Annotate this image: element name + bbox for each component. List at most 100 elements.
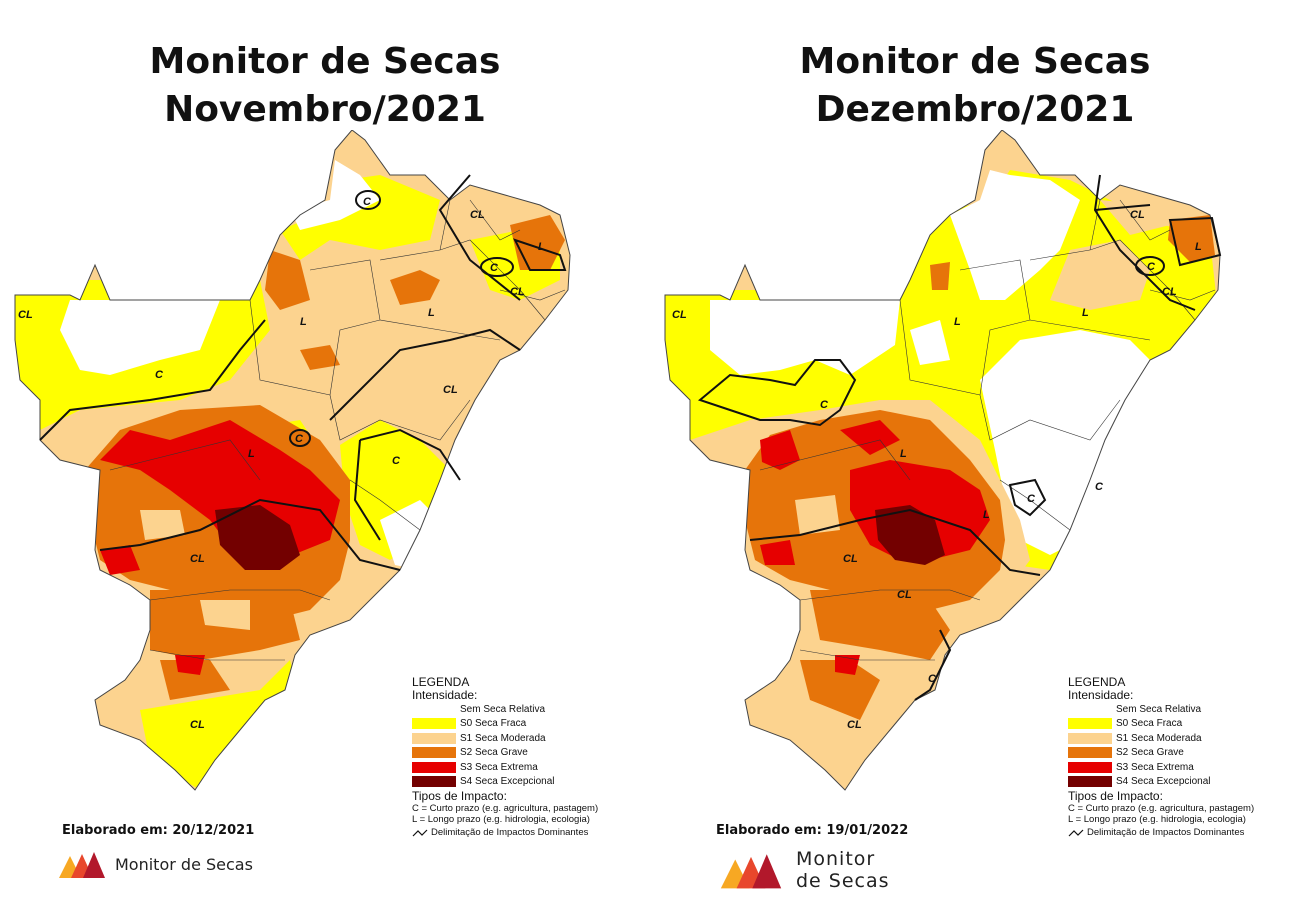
logo-mark-icon [59,852,105,878]
impact-label: L [900,448,907,460]
map-title: Monitor de Secas Dezembro/2021 [650,38,1300,134]
monitor-de-secas-logo: Monitor de Secas [718,848,890,892]
impact-label: C [363,196,372,208]
legend-item: S4 Seca Excepcional [412,775,652,790]
s2-area [800,660,880,720]
legend-label: S4 Seca Excepcional [1116,776,1211,788]
legend-item: S0 Seca Fraca [1068,717,1300,732]
legend-item: S0 Seca Fraca [412,717,652,732]
s2-area [265,250,310,310]
legend-swatch [412,761,456,773]
s3-area [175,655,205,675]
s3-area [760,540,795,565]
impact-label: L [248,448,255,460]
legend-impact-line-label: Delimitação de Impactos Dominantes [1087,827,1245,838]
impact-label: CL [443,384,458,396]
impact-label: C [1027,493,1036,505]
no-drought-area [710,300,900,375]
legend-item: S3 Seca Extrema [412,760,652,775]
legend-item: S3 Seca Extrema [1068,760,1300,775]
impact-label: C [1147,261,1156,273]
legend-item: Sem Seca Relativa [1068,702,1300,717]
impact-label: C [490,262,499,274]
impact-label: L [1082,307,1089,319]
impact-label: CL [843,553,858,565]
s2-area [390,270,440,305]
legend-intensity-label: Intensidade: [412,688,478,702]
legend-swatch [1068,747,1112,759]
legend-impact-line: Delimitação de Impactos Dominantes [1068,827,1300,838]
credit-date: Elaborado em: 20/12/2021 [62,823,255,838]
impact-label: CL [190,719,205,731]
impact-label: CL [1130,209,1145,221]
legend-item: S4 Seca Excepcional [1068,775,1300,790]
monitor-de-secas-logo: Monitor de Secas [57,848,253,880]
no-drought-area [910,320,950,365]
outline-stroke [664,130,1221,791]
s3-area [100,545,140,575]
map-panel-november: Monitor de Secas Novembro/2021 [14,41,652,880]
legend-impact-l: L = Longo prazo (e.g. hidrologia, ecolog… [412,814,590,825]
impact-label: CL [847,719,862,731]
legend-label: S1 Seca Moderada [1116,732,1202,744]
s0-area [280,175,440,260]
impact-label: L [954,316,961,328]
legend-title: LEGENDA [1068,675,1126,689]
impact-line-icon [412,829,428,836]
legend-item: S1 Seca Moderada [1068,731,1300,746]
impact-label: CL [18,309,33,321]
impact-label: C [928,673,937,685]
logo-text-line-2: de Secas [796,870,890,892]
legend-impact-line-label: Delimitação de Impactos Dominantes [431,827,589,838]
impact-label: C [155,369,164,381]
legend-item: Sem Seca Relativa [412,702,652,717]
legend-impact-title: Tipos de Impacto: [1068,789,1163,803]
s0-area [140,660,300,790]
legend-swatch [1068,776,1112,788]
s2-area [1168,215,1215,262]
legend-impact-line: Delimitação de Impactos Dominantes [412,827,652,838]
logo-text: Monitor de Secas [115,854,253,874]
s2-area [160,660,230,700]
impact-label: CL [672,309,687,321]
legend-impact-c: C = Curto prazo (e.g. agricultura, pasta… [1068,803,1255,814]
legend-swatch [412,703,456,715]
outline-stroke [14,130,571,791]
impact-lines [39,174,567,571]
impact-label: CL [190,553,205,565]
impact-label: L [1195,241,1202,253]
s1-area [140,510,185,540]
legend-swatch [1068,718,1112,730]
no-drought-area [290,160,380,230]
legend-label: S2 Seca Grave [460,747,528,759]
legend-label: Sem Seca Relativa [460,703,546,715]
legend-item: S2 Seca Grave [1068,746,1300,761]
s2-area [930,262,950,290]
impact-label: C [392,455,401,467]
impact-label: C [1095,481,1104,493]
legend-swatch [412,732,456,744]
legend-title: LEGENDA [412,675,470,689]
credit-date: Elaborado em: 19/01/2022 [716,823,909,838]
map-panel-december: Monitor de Secas Dezembro/2021 [650,0,1300,900]
no-drought-area [980,330,1150,555]
impact-line-icon [1068,829,1084,836]
legend-label: Sem Seca Relativa [1116,703,1202,715]
s1-area [200,600,250,630]
title-line-2: Dezembro/2021 [815,89,1135,130]
legend-intensity-label: Intensidade: [1068,688,1134,702]
impact-label: L [300,316,307,328]
impact-lines [697,174,1222,701]
legend-swatch [1068,732,1112,744]
impact-label: CL [897,589,912,601]
legend-swatch [412,776,456,788]
state-borders [109,199,566,661]
impact-label: C [820,399,829,411]
s3-area [760,430,800,470]
drought-map: CL C L CL CL L L C L C C L CL CL C CL [664,130,1222,791]
impact-label: L [428,307,435,319]
impact-label: CL [470,209,485,221]
impact-label: CL [510,286,525,298]
logo-text-line-1: Monitor [796,848,876,870]
s4-area [215,505,300,570]
